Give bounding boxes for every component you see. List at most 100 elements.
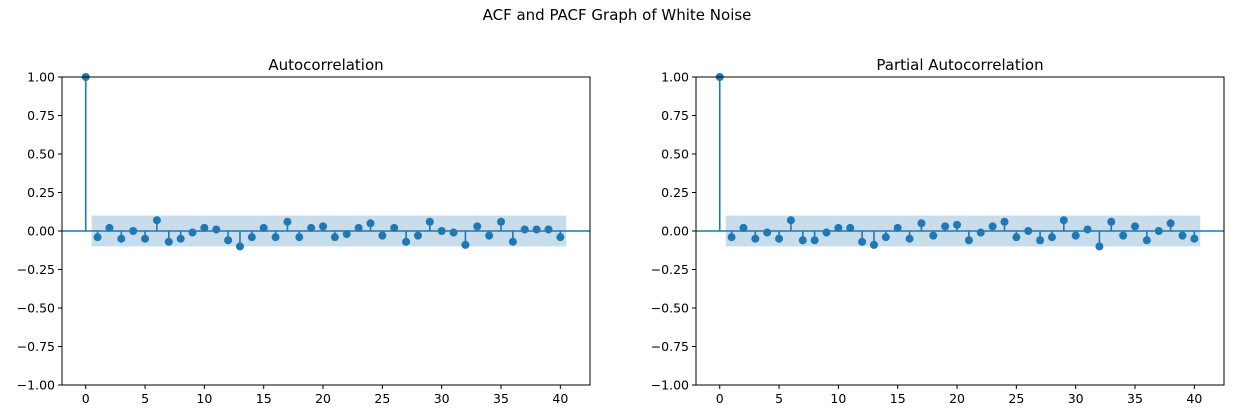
acf-y-tick-label: 0.00 [27, 224, 55, 239]
acf-x-tick-label: 5 [141, 391, 149, 406]
acf-x-tick-label: 35 [493, 391, 509, 406]
acf-panel: 0 5 10 15 20 25 30 35 40 −1.00 −0.75 −0.50 −0.25 0.00… [17, 56, 591, 406]
pacf-point [1024, 227, 1033, 235]
pacf-panel: 0 5 10 15 20 25 30 35 40 −1.00 −0.75 −0.50 −0.25 0.00… [651, 56, 1225, 406]
acf-y-tick-label: −0.25 [17, 262, 55, 277]
pacf-point [1142, 236, 1151, 245]
acf-point [330, 233, 339, 242]
acf-point [200, 223, 209, 232]
pacf-point [1166, 219, 1175, 228]
acf-point [141, 234, 150, 243]
pacf-point [1178, 231, 1187, 240]
acf-point [117, 234, 126, 243]
pacf-point [763, 228, 772, 237]
acf-y-tick-label: 0.25 [27, 185, 55, 200]
pacf-y-tick-label: −0.75 [651, 339, 689, 354]
pacf-point [1047, 233, 1056, 242]
pacf-y-tick-label: 0.25 [661, 185, 689, 200]
acf-point [544, 225, 553, 234]
pacf-point [1036, 236, 1045, 245]
acf-point [485, 231, 494, 240]
pacf-y-tick-label: 1.00 [661, 70, 689, 85]
pacf-point [1095, 242, 1104, 251]
pacf-point [727, 233, 736, 242]
acf-point [235, 242, 244, 251]
pacf-point [976, 228, 985, 237]
pacf-point [1083, 225, 1092, 234]
pacf-point [964, 236, 973, 245]
pacf-point [810, 236, 819, 245]
pacf-y-tick-label: 0.75 [661, 108, 689, 123]
acf-x-tick-label: 40 [552, 391, 568, 406]
pacf-point [798, 236, 807, 245]
pacf-point [1059, 216, 1068, 225]
acf-point [473, 222, 482, 231]
pacf-x-tick-label: 25 [1008, 391, 1024, 406]
pacf-x-tick-label: 20 [949, 391, 965, 406]
acf-y-tick-label: 1.00 [27, 70, 55, 85]
acf-point [461, 240, 470, 249]
pacf-point [1190, 234, 1199, 243]
pacf-point [1000, 217, 1009, 226]
acf-y-tick-label: 0.50 [27, 147, 55, 162]
pacf-x-tick-label: 35 [1127, 391, 1143, 406]
acf-point [176, 234, 185, 243]
pacf-point [1107, 217, 1116, 226]
pacf-y-tick-label: 0.50 [661, 147, 689, 162]
pacf-point [953, 220, 962, 229]
acf-point [247, 233, 256, 242]
acf-point [283, 217, 292, 226]
pacf-point [1131, 222, 1140, 231]
acf-point [105, 223, 114, 232]
pacf-y-tick-label: −0.50 [651, 301, 689, 316]
acf-point [366, 219, 375, 228]
acf-point [259, 223, 268, 232]
pacf-point [917, 219, 926, 228]
pacf-point [905, 234, 914, 243]
acf-point [497, 217, 506, 226]
acf-x-tick-label: 25 [374, 391, 390, 406]
acf-x-tick-label: 20 [315, 391, 331, 406]
acf-x-tick-label: 15 [256, 391, 272, 406]
pacf-point [1154, 227, 1163, 235]
acf-point [390, 223, 399, 232]
pacf-point [893, 223, 902, 232]
pacf-point [1071, 231, 1080, 240]
acf-point [342, 230, 351, 239]
acf-point [378, 231, 387, 240]
pacf-point [739, 223, 748, 232]
acf-y-tick-label: −0.75 [17, 339, 55, 354]
pacf-x-tick-label: 5 [775, 391, 783, 406]
pacf-point [786, 216, 795, 225]
acf-point [271, 233, 280, 242]
pacf-point [834, 223, 843, 232]
acf-point [425, 217, 434, 226]
acf-point [449, 228, 458, 237]
acf-y-tick-label: −0.50 [17, 301, 55, 316]
acf-point [402, 237, 411, 246]
pacf-x-tick-label: 30 [1068, 391, 1084, 406]
pacf-x-tick-label: 15 [890, 391, 906, 406]
acf-point [295, 233, 304, 242]
acf-title: Autocorrelation [268, 56, 383, 74]
pacf-y-tick-label: −1.00 [651, 378, 689, 393]
pacf-point [1119, 231, 1128, 240]
acf-point [319, 222, 328, 231]
acf-y-tick-label: −1.00 [17, 378, 55, 393]
acf-x-tick-label: 0 [82, 391, 90, 406]
pacf-point [869, 240, 878, 249]
acf-point [307, 223, 316, 232]
pacf-title: Partial Autocorrelation [876, 56, 1043, 74]
acf-point [413, 231, 422, 240]
pacf-point [1012, 233, 1021, 242]
figure-title: ACF and PACF Graph of White Noise [482, 6, 752, 24]
pacf-point [846, 223, 855, 232]
acf-point [129, 227, 138, 235]
pacf-x-tick-label: 10 [830, 391, 846, 406]
pacf-y-tick-label: 0.00 [661, 224, 689, 239]
acf-point [556, 233, 565, 242]
pacf-point [881, 233, 890, 242]
pacf-point [929, 231, 938, 240]
acf-point [437, 227, 446, 235]
